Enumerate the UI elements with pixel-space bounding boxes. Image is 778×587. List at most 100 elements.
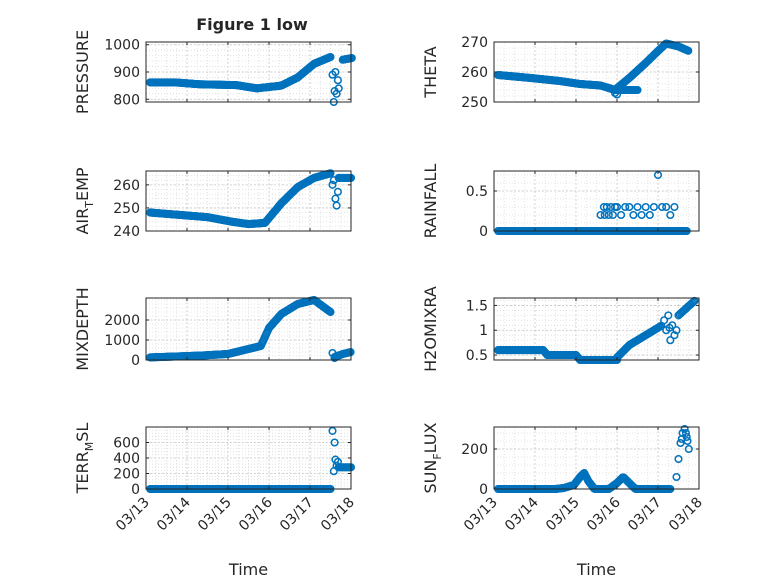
data-point bbox=[328, 180, 337, 189]
y-tick-label: 260 bbox=[113, 178, 140, 194]
y-axis-label: PRESSURE bbox=[73, 30, 92, 114]
data-point bbox=[670, 202, 679, 212]
x-axis-label: Time bbox=[228, 560, 268, 579]
x-tick-label: 03/17 bbox=[277, 495, 317, 535]
data-point bbox=[645, 210, 654, 220]
y-tick-label: 1000 bbox=[104, 38, 140, 54]
subplot-1: 800 900 1000 PRESSURE bbox=[73, 30, 356, 114]
data-point bbox=[328, 426, 337, 435]
y-axis-label: THETA bbox=[421, 46, 440, 98]
x-axis-label: Time bbox=[576, 560, 616, 579]
y-tick-label: 270 bbox=[461, 35, 488, 51]
data-point bbox=[665, 323, 674, 332]
y-tick-label: 2000 bbox=[104, 313, 140, 329]
x-tick-label: 03/16 bbox=[584, 494, 624, 534]
data-point bbox=[684, 444, 693, 454]
y-tick-label: 1000 bbox=[104, 333, 140, 349]
data-point bbox=[681, 428, 690, 438]
data-point bbox=[334, 84, 343, 93]
data-point bbox=[674, 454, 683, 464]
x-tick-label: 03/18 bbox=[666, 495, 706, 535]
data-point bbox=[333, 457, 342, 466]
data-point bbox=[330, 438, 339, 447]
data-point bbox=[637, 210, 646, 220]
data-point bbox=[610, 88, 620, 98]
data-point bbox=[676, 438, 685, 448]
x-tick-label: 03/17 bbox=[625, 495, 665, 535]
y-tick-label: 250 bbox=[113, 201, 140, 217]
data-point bbox=[689, 297, 698, 307]
data-point bbox=[600, 210, 609, 220]
data-point bbox=[333, 76, 342, 85]
axes-box bbox=[493, 170, 700, 232]
data-point bbox=[684, 46, 693, 55]
y-tick-label: 0 bbox=[131, 353, 140, 369]
data-point bbox=[672, 472, 681, 482]
data-point bbox=[683, 436, 692, 446]
y-tick-label: 900 bbox=[113, 65, 140, 81]
x-tick-label: 03/15 bbox=[543, 495, 583, 535]
data-point bbox=[326, 307, 335, 317]
figure-title: Figure 1 low bbox=[196, 15, 308, 34]
data-point bbox=[658, 202, 667, 212]
y-tick-label: 240 bbox=[113, 224, 140, 240]
axes-box bbox=[145, 170, 352, 232]
y-tick-label: 1.5 bbox=[466, 298, 488, 314]
x-tick-label: 03/14 bbox=[154, 494, 194, 534]
y-tick-label: 250 bbox=[461, 95, 488, 111]
data-point bbox=[629, 210, 638, 220]
y-tick-label: 0 bbox=[479, 482, 488, 498]
y-tick-label: 400 bbox=[113, 451, 140, 467]
data-point bbox=[596, 210, 605, 220]
y-tick-label: 1 bbox=[479, 323, 488, 339]
x-tick-label: 03/13 bbox=[461, 495, 501, 535]
y-axis-label: SUNFLUX bbox=[421, 422, 444, 493]
data-point bbox=[682, 432, 691, 442]
data-point bbox=[672, 326, 681, 335]
subplot-6: 0.5 1 1.5 H2OMIXRA bbox=[421, 286, 700, 372]
subplot-8: 0 200 SUNFLUX 03/13 03/14 03/15 03/16 03/17 03/1… bbox=[421, 422, 706, 579]
axes-box bbox=[145, 297, 352, 361]
data-point bbox=[621, 202, 630, 212]
subplot-3: 240 250 260 AIRTEMP bbox=[73, 167, 356, 240]
data-point bbox=[680, 424, 689, 434]
data-point bbox=[625, 202, 634, 212]
data-point bbox=[329, 176, 338, 185]
data-point bbox=[617, 210, 626, 220]
data-point bbox=[612, 90, 622, 99]
data-point bbox=[666, 336, 675, 345]
axes-box bbox=[493, 297, 700, 361]
data-point bbox=[332, 201, 341, 210]
x-tick-label: 03/16 bbox=[236, 494, 276, 534]
x-tick-label: 03/14 bbox=[502, 494, 542, 534]
data-point bbox=[326, 169, 335, 178]
subplot-2: 250 260 270 THETA bbox=[421, 35, 700, 111]
data-point bbox=[662, 202, 671, 212]
subplot-4: 0 0.5 RAINFALL bbox=[421, 164, 700, 240]
data-point bbox=[604, 210, 613, 220]
data-point bbox=[347, 53, 356, 63]
y-tick-label: 260 bbox=[461, 65, 488, 81]
y-tick-label: 0.5 bbox=[466, 348, 488, 364]
y-axis-label: MIXDEPTH bbox=[73, 287, 92, 370]
data-point bbox=[599, 202, 608, 212]
data-point bbox=[329, 467, 338, 476]
y-tick-label: 600 bbox=[113, 436, 140, 452]
data-point bbox=[641, 202, 650, 212]
data-point bbox=[602, 202, 611, 212]
data-point bbox=[330, 353, 339, 363]
y-axis-label: H2OMIXRA bbox=[421, 286, 440, 372]
data-point bbox=[660, 316, 669, 325]
data-point bbox=[666, 210, 675, 220]
y-tick-label: 200 bbox=[461, 442, 488, 458]
y-tick-label: 800 bbox=[113, 92, 140, 108]
y-tick-label: 200 bbox=[113, 467, 140, 483]
data-point bbox=[633, 85, 642, 95]
x-tick-label: 03/18 bbox=[318, 495, 358, 535]
y-tick-label: 0.5 bbox=[466, 184, 488, 200]
x-tick-label: 03/13 bbox=[113, 495, 153, 535]
y-tick-label: 0 bbox=[479, 224, 488, 240]
data-point bbox=[331, 67, 340, 77]
